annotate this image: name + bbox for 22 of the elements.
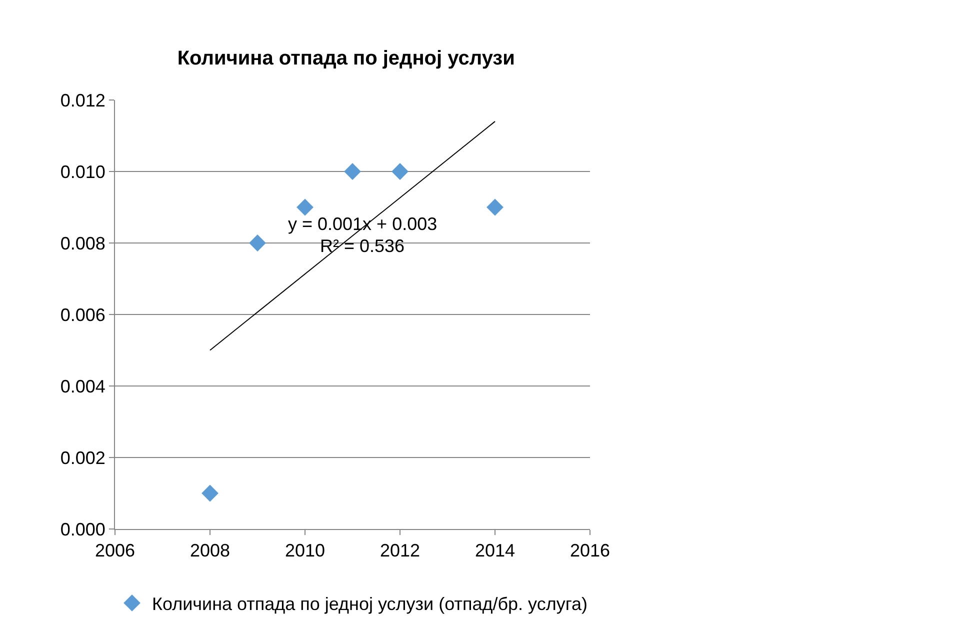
y-tick-label: 0.010: [60, 162, 106, 182]
y-tick-label: 0.006: [60, 304, 106, 325]
y-tick-label: 0.012: [60, 90, 106, 110]
x-tick-label: 2008: [190, 540, 230, 561]
legend-label: Количина отпада по једној услузи (отпад/бр. услуга): [152, 594, 588, 614]
x-tick-label: 2012: [380, 540, 420, 561]
x-tick-label: 2014: [474, 540, 516, 561]
point: [296, 198, 314, 216]
y-tick-label: 0.000: [60, 519, 106, 540]
y-tick-label: 0.002: [60, 448, 106, 468]
point: [486, 198, 504, 216]
x-tick-label: 2006: [94, 540, 136, 561]
point: [249, 234, 266, 252]
y-tick-label: 0.004: [60, 376, 106, 396]
annotation: R² = 0.536: [320, 236, 405, 256]
y-tick-label: 0.008: [60, 233, 106, 254]
point: [202, 484, 218, 502]
x-tick-label: 2016: [570, 540, 610, 561]
point: [392, 163, 408, 180]
chart-title: Количина отпада по једној услузи: [177, 48, 515, 70]
point: [344, 163, 361, 180]
x-tick-label: 2010: [284, 540, 326, 561]
